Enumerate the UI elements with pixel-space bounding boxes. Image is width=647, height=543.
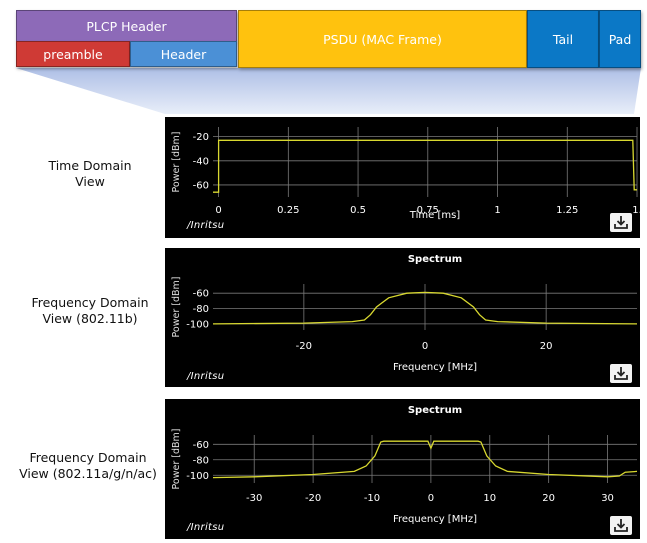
- y-tick-label: -100: [186, 319, 209, 330]
- tail-block: Tail: [527, 10, 599, 68]
- x-axis-label: Frequency [MHz]: [393, 514, 477, 525]
- download-button[interactable]: [610, 213, 632, 232]
- y-tick-label: -80: [193, 455, 209, 466]
- download-icon: [614, 519, 628, 532]
- y-axis-label: Power [dBm]: [171, 132, 182, 193]
- plcp-header-block: PLCP Header: [16, 10, 237, 42]
- plcp-header-label: PLCP Header: [86, 18, 167, 34]
- x-tick-label: 0: [428, 493, 434, 504]
- y-tick-label: -60: [193, 440, 209, 451]
- series-line: [213, 139, 637, 193]
- y-tick-label: -100: [186, 471, 209, 482]
- pad-label: Pad: [608, 31, 632, 47]
- x-tick-label: 20: [540, 341, 553, 352]
- x-tick-label: 0.75: [417, 205, 439, 216]
- x-tick-label: 0: [215, 205, 221, 216]
- x-tick-label: -10: [364, 493, 380, 504]
- chart-title: Spectrum: [408, 254, 462, 265]
- x-axis-label: Time [ms]: [409, 210, 461, 221]
- x-tick-label: 0.25: [277, 205, 299, 216]
- series-line: [212, 291, 638, 325]
- view-label-line1: Frequency Domain: [29, 450, 147, 465]
- y-axis-label: Power [dBm]: [171, 429, 182, 490]
- anritsu-logo: /Inritsu: [187, 220, 225, 231]
- time-domain-chart: 0 0.25 0.5 0.75 1 1.25 1. -20 -40 -60 Time [ms] Pow…: [165, 117, 640, 238]
- x-tick-label: -30: [246, 493, 262, 504]
- x-tick-label: 1.25: [556, 205, 578, 216]
- chart-svg: 0 0.25 0.5 0.75 1 1.25 1. -20 -40 -60 Time [ms] Pow…: [171, 127, 640, 221]
- series-line: [212, 440, 638, 479]
- x-tick-label: 30: [601, 493, 614, 504]
- psdu-label: PSDU (MAC Frame): [323, 31, 442, 47]
- x-tick-label: 1.: [632, 205, 640, 216]
- chart-svg: -20 0 20 -60 -80 -100 Frequency [MHz] Power [dB…: [171, 254, 638, 373]
- freq-domain-agnac-view-label: Frequency Domain View (802.11a/g/n/ac): [0, 450, 176, 482]
- view-label-line1: Time Domain: [48, 158, 132, 173]
- download-icon: [614, 367, 628, 380]
- x-tick-label: 1: [494, 205, 500, 216]
- y-tick-label: -60: [193, 180, 209, 191]
- x-tick-label: 20: [542, 493, 555, 504]
- y-tick-label: -60: [193, 289, 209, 300]
- download-icon: [614, 216, 628, 229]
- anritsu-logo: /Inritsu: [187, 371, 225, 382]
- x-tick-label: 10: [483, 493, 496, 504]
- view-label-line2: View (802.11a/g/n/ac): [19, 466, 157, 481]
- spectrum-802-11b-chart: -20 0 20 -60 -80 -100 Frequency [MHz] Power [dB…: [165, 248, 640, 387]
- x-tick-label: 0.5: [350, 205, 366, 216]
- x-tick-label: -20: [305, 493, 321, 504]
- view-label-line2: View: [75, 174, 105, 189]
- y-tick-label: -80: [193, 304, 209, 315]
- freq-domain-b-view-label: Frequency Domain View (802.11b): [4, 295, 176, 327]
- x-axis-label: Frequency [MHz]: [393, 362, 477, 373]
- chart-title: Spectrum: [408, 405, 462, 416]
- x-tick-label: 0: [422, 341, 428, 352]
- x-tick-label: -20: [296, 341, 312, 352]
- y-tick-label: -20: [193, 132, 209, 143]
- download-button[interactable]: [610, 516, 632, 535]
- zoom-highlight: [16, 68, 641, 114]
- psdu-block: PSDU (MAC Frame): [238, 10, 527, 68]
- y-tick-label: -40: [193, 156, 209, 167]
- view-label-line2: View (802.11b): [42, 311, 138, 326]
- spectrum-802-11agnac-chart: -30 -20 -10 0 10 20 30 -60 -80 -100 Frequency [MHz…: [165, 399, 640, 539]
- tail-label: Tail: [552, 31, 574, 47]
- time-domain-view-label: Time Domain View: [20, 158, 160, 190]
- preamble-block: preamble: [16, 41, 130, 67]
- frame-structure-diagram: PLCP Header preamble Header PSDU (MAC Fr…: [0, 0, 647, 120]
- y-axis-label: Power [dBm]: [171, 277, 182, 338]
- header-label: Header: [160, 46, 207, 62]
- header-block: Header: [130, 41, 237, 67]
- view-label-line1: Frequency Domain: [31, 295, 149, 310]
- preamble-label: preamble: [43, 46, 103, 62]
- pad-block: Pad: [599, 10, 641, 68]
- download-button[interactable]: [610, 364, 632, 383]
- anritsu-logo: /Inritsu: [187, 522, 225, 533]
